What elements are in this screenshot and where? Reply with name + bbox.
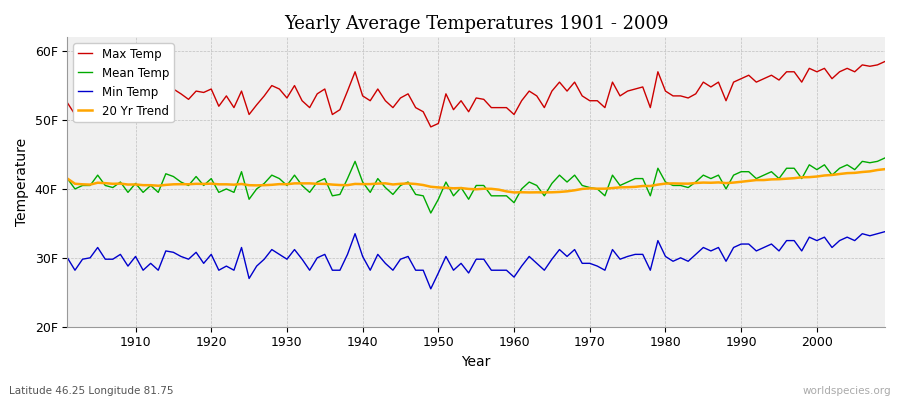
Max Temp	[289, 83, 300, 88]
Legend: Max Temp, Mean Temp, Min Temp, 20 Yr Trend: Max Temp, Mean Temp, Min Temp, 20 Yr Tre…	[73, 43, 174, 122]
Mean Temp	[517, 186, 527, 191]
Min Temp	[608, 247, 618, 252]
20 Yr Trend	[289, 181, 300, 186]
Mean Temp	[62, 176, 73, 181]
20 Yr Trend	[122, 182, 133, 187]
Max Temp	[608, 80, 618, 84]
Max Temp	[879, 59, 890, 64]
Text: worldspecies.org: worldspecies.org	[803, 386, 891, 396]
Min Temp	[62, 256, 73, 260]
Max Temp	[122, 98, 133, 103]
Min Temp	[879, 229, 890, 234]
Y-axis label: Temperature: Temperature	[15, 138, 29, 226]
20 Yr Trend	[508, 190, 519, 195]
Title: Yearly Average Temperatures 1901 - 2009: Yearly Average Temperatures 1901 - 2009	[284, 15, 669, 33]
Min Temp	[426, 286, 436, 291]
Mean Temp	[608, 173, 618, 178]
Mean Temp	[335, 192, 346, 197]
20 Yr Trend	[608, 186, 618, 190]
Line: 20 Yr Trend: 20 Yr Trend	[68, 169, 885, 192]
X-axis label: Year: Year	[462, 355, 490, 369]
Min Temp	[122, 264, 133, 268]
20 Yr Trend	[501, 189, 512, 194]
Mean Temp	[508, 200, 519, 205]
Text: Latitude 46.25 Longitude 81.75: Latitude 46.25 Longitude 81.75	[9, 386, 174, 396]
20 Yr Trend	[62, 176, 73, 181]
Mean Temp	[426, 211, 436, 216]
Min Temp	[508, 275, 519, 280]
Max Temp	[62, 100, 73, 105]
Min Temp	[335, 268, 346, 273]
Mean Temp	[122, 190, 133, 195]
Min Temp	[517, 264, 527, 268]
Line: Min Temp: Min Temp	[68, 232, 885, 289]
20 Yr Trend	[335, 183, 346, 188]
Mean Temp	[879, 156, 890, 160]
Line: Mean Temp: Mean Temp	[68, 158, 885, 213]
Max Temp	[517, 98, 527, 103]
Mean Temp	[289, 173, 300, 178]
20 Yr Trend	[879, 167, 890, 172]
Line: Max Temp: Max Temp	[68, 62, 885, 127]
20 Yr Trend	[517, 190, 527, 195]
Min Temp	[289, 247, 300, 252]
Max Temp	[335, 107, 346, 112]
Max Temp	[508, 112, 519, 117]
Max Temp	[426, 124, 436, 129]
